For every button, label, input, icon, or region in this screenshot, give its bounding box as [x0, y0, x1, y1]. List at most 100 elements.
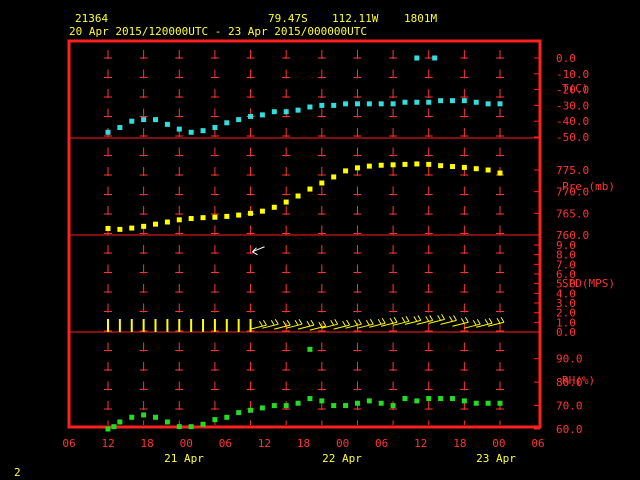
wind-barb-flag [453, 315, 457, 321]
y-tick-label: 70.0 [556, 400, 583, 413]
rh-point [366, 398, 372, 404]
rh-point [212, 417, 218, 423]
temp-point [283, 109, 289, 115]
y-tick-label: 6.0 [556, 268, 576, 281]
temp-point [307, 104, 313, 110]
wind-barb-flag [310, 319, 315, 326]
panel-label-temp: T(C) [562, 82, 589, 95]
rh-point [188, 424, 194, 430]
rh-point [224, 414, 230, 420]
y-tick-label: 0.0 [556, 52, 576, 65]
wind-barb-flag [401, 317, 406, 323]
temp-point [153, 117, 159, 123]
x-tick-label: 18 [297, 437, 310, 450]
plot-frame [67, 39, 542, 429]
rh-point [200, 421, 206, 427]
wind-barb [392, 320, 410, 326]
temp-point [319, 102, 325, 108]
pressure-point [485, 167, 491, 173]
temp-point [390, 101, 396, 107]
wind-barb-flag [330, 319, 335, 326]
rh-point [248, 407, 254, 413]
wind-barb [416, 319, 433, 325]
wind-barb [274, 324, 291, 330]
wind-barb-flag [389, 318, 394, 324]
page-number: 2 [14, 466, 21, 479]
wind-barb-flag [405, 316, 410, 322]
rh-outlier-point [307, 346, 313, 352]
x-tick-label: 06 [531, 437, 544, 450]
wind-barb [428, 318, 445, 324]
y-tick-label: -40.0 [556, 115, 589, 128]
wind-barb [464, 323, 481, 329]
temp-point [164, 121, 170, 127]
wind-barb-flag [346, 319, 351, 326]
rh-point [319, 398, 325, 404]
rh-point [473, 400, 479, 406]
wind-barb-flag [262, 319, 267, 326]
pressure-point [461, 164, 467, 170]
temp-point [117, 125, 123, 131]
temp-point [259, 112, 265, 118]
wind-outlier-barb [252, 247, 257, 253]
wind-barb [452, 321, 469, 327]
wind-barb-flag [270, 319, 275, 326]
pressure-point [153, 221, 159, 227]
rh-point [164, 419, 170, 425]
rh-point [354, 400, 360, 406]
temp-point [426, 99, 432, 105]
y-tick-label: 0.0 [556, 326, 576, 339]
pressure-point [248, 210, 254, 216]
wind-barb-flag [322, 320, 327, 327]
pressure-point [164, 219, 170, 225]
temp-point [248, 113, 254, 119]
wind-barb [380, 321, 398, 327]
rh-point [153, 414, 159, 420]
pressure-point [117, 226, 123, 232]
temp-point [378, 101, 384, 107]
wind-barb-flag [282, 320, 287, 327]
x-date-label: 23 Apr [476, 452, 516, 465]
temp-point [366, 101, 372, 107]
temp-point [449, 98, 455, 104]
rh-point [485, 400, 491, 406]
x-tick-label: 00 [180, 437, 193, 450]
rh-point [176, 424, 182, 430]
temp-point [271, 109, 277, 115]
x-tick-label: 12 [101, 437, 114, 450]
rh-point [378, 400, 384, 406]
pressure-point [295, 193, 301, 199]
pressure-point [141, 223, 147, 229]
wind-barb-flag [460, 318, 465, 324]
wind-barb [250, 324, 267, 330]
wind-barb-flag [437, 315, 442, 321]
wind-barb [369, 322, 386, 328]
x-tick-label: 00 [336, 437, 349, 450]
pressure-point [176, 217, 182, 223]
y-tick-label: 3.0 [556, 297, 576, 310]
temp-point [295, 107, 301, 113]
temp-point [438, 98, 444, 104]
wind-barb-flag [358, 318, 362, 325]
rh-point [331, 403, 337, 409]
time-range: 20 Apr 2015/120000UTC - 23 Apr 2015/0000… [69, 25, 367, 38]
wind-barb-flag [306, 320, 311, 327]
wind-barb-flag [464, 317, 469, 323]
wind-barb [475, 322, 493, 328]
rh-point [497, 400, 503, 406]
temp-outlier-point [432, 55, 438, 61]
pressure-point [212, 214, 218, 220]
x-tick-label: 18 [141, 437, 154, 450]
temp-point [105, 129, 111, 135]
wind-barb-flag [377, 318, 382, 325]
pressure-point [390, 162, 396, 168]
temp-point [354, 101, 360, 107]
y-tick-label: 765.0 [556, 207, 589, 220]
temp-point [141, 117, 147, 123]
wind-barb-flag [298, 318, 303, 325]
rh-point [438, 396, 444, 402]
temp-point [224, 120, 230, 126]
temp-point [188, 129, 194, 135]
x-tick-label: 12 [414, 437, 427, 450]
y-tick-label: 770.0 [556, 186, 589, 199]
